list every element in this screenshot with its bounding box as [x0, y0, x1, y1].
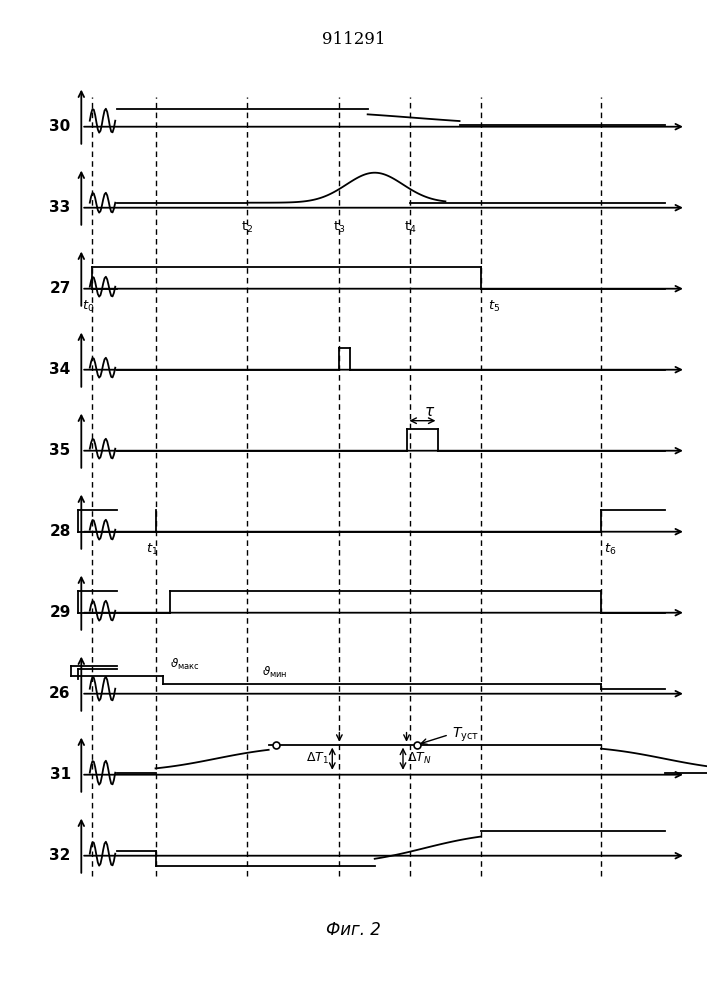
- Text: 34: 34: [49, 362, 71, 377]
- Text: $T_{\rm уст}$: $T_{\rm уст}$: [452, 726, 479, 744]
- Text: 27: 27: [49, 281, 71, 296]
- Text: 35: 35: [49, 443, 71, 458]
- Text: 30: 30: [49, 119, 71, 134]
- Text: t$_3$: t$_3$: [333, 220, 346, 235]
- Text: t$_2$: t$_2$: [241, 220, 254, 235]
- Text: $t_6$: $t_6$: [604, 542, 617, 557]
- Text: $t_1$: $t_1$: [146, 542, 158, 557]
- Text: 31: 31: [49, 767, 71, 782]
- Text: t$_4$: t$_4$: [404, 220, 416, 235]
- Text: 28: 28: [49, 524, 71, 539]
- Text: 911291: 911291: [322, 31, 385, 48]
- Text: Фиг. 2: Фиг. 2: [326, 921, 381, 939]
- Text: $t_0$: $t_0$: [82, 299, 95, 314]
- Text: $\Delta T_1$: $\Delta T_1$: [306, 751, 329, 766]
- Text: $\vartheta_{\rm макс}$: $\vartheta_{\rm макс}$: [170, 657, 199, 672]
- Text: $\tau$: $\tau$: [424, 404, 435, 419]
- Text: $\vartheta_{\rm мин}$: $\vartheta_{\rm мин}$: [262, 665, 287, 680]
- Text: 26: 26: [49, 686, 71, 701]
- Text: 33: 33: [49, 200, 71, 215]
- Text: $t_5$: $t_5$: [488, 299, 500, 314]
- Text: $\Delta T_N$: $\Delta T_N$: [407, 751, 431, 766]
- Text: 29: 29: [49, 605, 71, 620]
- Text: 32: 32: [49, 848, 71, 863]
